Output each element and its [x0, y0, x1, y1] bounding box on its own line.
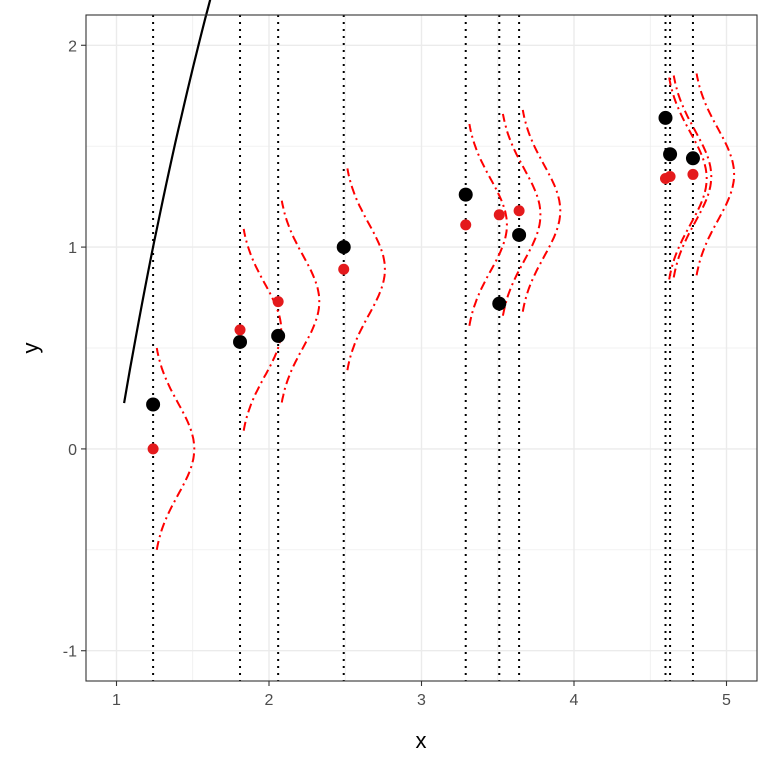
observed-point — [663, 147, 678, 162]
fitted-point — [338, 263, 350, 275]
y-tick-label: 2 — [68, 38, 77, 55]
observed-points — [146, 110, 700, 412]
x-tick-label: 1 — [112, 692, 121, 709]
major-gridlines — [86, 15, 757, 681]
fitted-point — [513, 205, 525, 217]
density-curve — [668, 77, 708, 280]
observed-point — [271, 328, 286, 343]
observed-point — [458, 187, 473, 202]
observed-point — [336, 240, 351, 255]
observed-point — [685, 151, 700, 166]
y-axis-ticks: -1 0 1 2 — [63, 38, 86, 661]
density-curve — [501, 113, 542, 316]
observed-point — [146, 397, 161, 412]
x-axis-ticks: 1 2 3 4 5 — [112, 681, 731, 709]
fitted-point — [687, 168, 699, 180]
fitted-point — [234, 324, 246, 336]
x-tick-label: 5 — [722, 692, 731, 709]
density-curve — [468, 123, 508, 326]
density-curve — [672, 75, 713, 278]
fitted-points — [147, 168, 699, 455]
vertical-dotted-lines — [152, 15, 694, 681]
observed-point — [512, 227, 527, 242]
y-tick-label: 1 — [68, 240, 77, 257]
fitted-point — [460, 219, 472, 231]
x-axis-title: x — [416, 728, 427, 753]
x-tick-label: 4 — [570, 692, 579, 709]
x-tick-label: 3 — [417, 692, 426, 709]
y-axis-title: y — [18, 343, 43, 354]
y-tick-label: 0 — [68, 442, 77, 459]
fitted-point — [272, 296, 284, 308]
fitted-point — [493, 209, 505, 221]
density-curve — [521, 109, 562, 312]
observed-point — [658, 110, 673, 125]
observed-point — [492, 296, 507, 311]
fitted-point — [147, 443, 159, 455]
fitted-point — [664, 170, 676, 182]
density-curve — [695, 73, 736, 276]
density-curve — [280, 200, 321, 403]
observed-point — [233, 334, 248, 349]
density-curve — [346, 168, 386, 371]
x-tick-label: 2 — [265, 692, 274, 709]
y-tick-label: -1 — [63, 644, 77, 661]
density-curve — [155, 347, 196, 550]
